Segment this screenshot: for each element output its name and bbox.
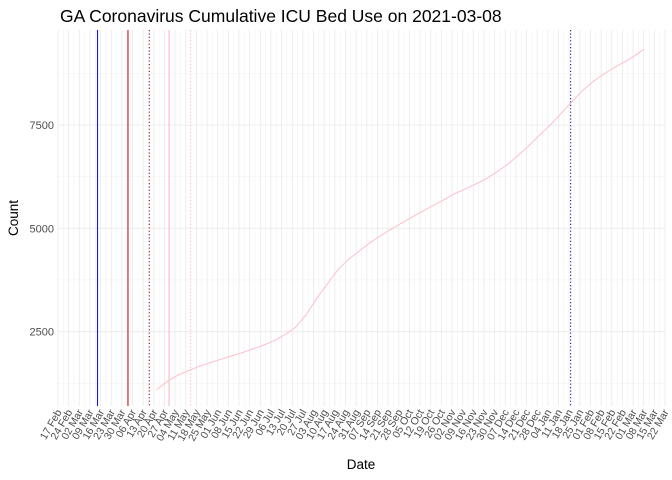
- data-point: [284, 334, 286, 336]
- data-point: [507, 163, 509, 165]
- data-point: [422, 210, 424, 212]
- data-point: [454, 193, 456, 195]
- data-point: [305, 314, 307, 316]
- data-point: [337, 269, 339, 271]
- data-point: [550, 123, 552, 125]
- minor-gridlines: [58, 30, 665, 406]
- data-point: [177, 374, 179, 376]
- data-point: [497, 170, 499, 172]
- data-point: [560, 112, 563, 114]
- data-point: [188, 369, 190, 372]
- data-point: [273, 340, 275, 342]
- y-tick-labels: 2500 5000 7500: [30, 120, 54, 339]
- data-point: [294, 326, 296, 329]
- data-point: [539, 133, 541, 136]
- data-point: [252, 348, 254, 350]
- data-point: [220, 358, 222, 360]
- data-point: [379, 235, 382, 237]
- data-point: [529, 144, 531, 146]
- data-point: [592, 80, 595, 82]
- data-point: [624, 60, 627, 63]
- data-point: [603, 73, 605, 75]
- data-point: [635, 54, 637, 56]
- y-axis-title: Count: [6, 200, 21, 236]
- data-point: [443, 198, 446, 201]
- data-point: [390, 228, 392, 230]
- data-point: [582, 89, 584, 91]
- reference-lines: [97, 30, 572, 406]
- series-line: [156, 49, 644, 390]
- data-point: [326, 283, 328, 285]
- data-point: [262, 344, 264, 346]
- data-point: [230, 355, 233, 357]
- data-point: [475, 183, 477, 185]
- major-gridlines: [57, 30, 666, 406]
- data-point: [643, 48, 645, 51]
- data-point: [156, 388, 158, 391]
- data-point: [358, 250, 360, 252]
- data-point: [433, 204, 435, 206]
- data-point: [316, 297, 318, 300]
- x-axis-title: Date: [347, 457, 376, 472]
- data-point: [198, 365, 201, 367]
- data-point: [465, 188, 467, 190]
- y-tick-label: 5000: [30, 223, 54, 235]
- data-point: [486, 177, 488, 179]
- data-point: [347, 258, 350, 260]
- data-point: [411, 216, 414, 218]
- data-point: [369, 242, 371, 244]
- data-point: [166, 380, 169, 382]
- data-point: [518, 154, 520, 156]
- data-point: [241, 352, 243, 354]
- series-layer: [156, 48, 645, 391]
- data-point: [614, 66, 616, 68]
- data-point: [401, 222, 403, 224]
- y-tick-label: 2500: [30, 327, 54, 339]
- data-point: [571, 100, 573, 103]
- y-tick-label: 7500: [30, 120, 54, 132]
- data-point: [209, 362, 211, 364]
- chart-title: GA Coronavirus Cumulative ICU Bed Use on…: [60, 6, 502, 26]
